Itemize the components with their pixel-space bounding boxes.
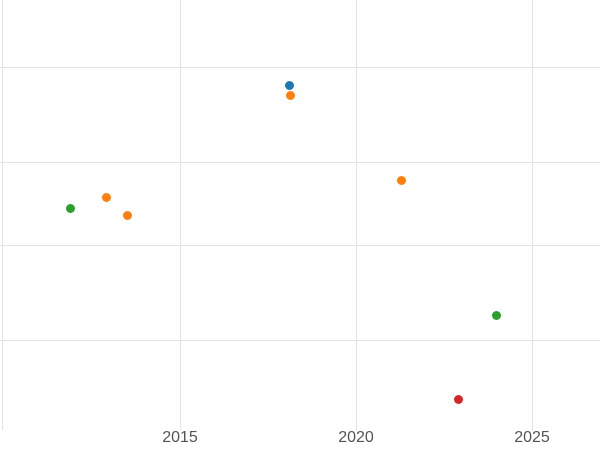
plot-area	[0, 0, 600, 430]
v-gridline	[180, 0, 181, 430]
h-gridline	[0, 245, 600, 246]
x-tick-label: 2020	[338, 429, 374, 446]
scatter-point-orange	[286, 91, 296, 101]
scatter-point-green	[66, 203, 76, 213]
x-tick-label: 2015	[162, 429, 198, 446]
h-gridline	[0, 67, 600, 68]
v-gridline	[532, 0, 533, 430]
x-tick-label: 2025	[514, 429, 550, 446]
scatter-point-red	[453, 395, 463, 405]
v-gridline	[356, 0, 357, 430]
scatter-point-blue	[284, 80, 294, 90]
h-gridline	[0, 162, 600, 163]
scatter-point-orange	[122, 210, 132, 220]
scatter-point-orange	[101, 193, 111, 203]
y-axis-spine	[2, 0, 3, 430]
scatter-point-orange	[397, 175, 407, 185]
scatter-point-green	[492, 310, 502, 320]
h-gridline	[0, 340, 600, 341]
